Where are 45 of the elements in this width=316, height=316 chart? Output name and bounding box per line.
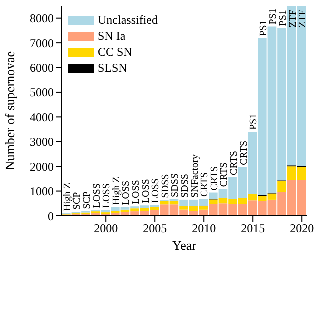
legend-label: SN Ia (98, 28, 126, 44)
annotation: SDSS (160, 174, 172, 198)
annotation: CRTS (229, 151, 240, 176)
annotation: LOSS (140, 179, 152, 204)
annotation: PS1 (268, 8, 280, 25)
legend-label: SLSN (98, 60, 128, 76)
annotation: CRTS (200, 172, 211, 197)
annotation: PS1 (278, 10, 289, 26)
x-tick-label: 2020 (290, 222, 314, 236)
y-tick-label: 4000 (30, 110, 54, 124)
y-tick-label: 5000 (30, 86, 54, 100)
annotation: CRTS (209, 166, 220, 191)
y-tick-label: 6000 (30, 61, 54, 76)
x-tick-label: 2010 (192, 222, 216, 236)
annotation: LOSS (102, 184, 113, 208)
annotation: ZTF (298, 10, 309, 28)
legend-label: CC SN (98, 44, 132, 60)
annotation: High Z (111, 176, 122, 206)
y-tick-label: 0 (48, 209, 54, 224)
annotation: High Z (62, 182, 74, 212)
annotation: LOSS (131, 180, 142, 205)
annotation: CRTS (238, 140, 250, 166)
x-tick-label: 2015 (241, 222, 266, 236)
x-tick-label: 2000 (94, 222, 118, 236)
annotation: PS1 (248, 114, 260, 130)
annotation: LOSS (150, 178, 162, 204)
annotation: ZTF (288, 10, 299, 28)
y-tick-label: 8000 (30, 12, 54, 26)
y-tick-label: 3000 (30, 135, 54, 150)
annotation: SDSS (180, 174, 191, 198)
x-tick-label: 2005 (143, 222, 168, 236)
annotation: SNFactory (190, 154, 201, 198)
annotation: CRTS (219, 162, 230, 188)
x-axis-title: Year (172, 238, 198, 253)
annotation: LOSS (121, 180, 132, 206)
annotation: LOSS (92, 184, 103, 208)
annotation: SDSS (170, 174, 182, 198)
y-tick-label: 1000 (30, 184, 54, 199)
y-tick-label: 7000 (30, 36, 54, 50)
legend-label: Unclassified (98, 12, 158, 28)
y-tick-label: 2000 (30, 160, 54, 174)
y-axis-title: Number of supernovae (2, 51, 18, 171)
annotation: PS1 (258, 20, 270, 36)
annotation: SCP (72, 192, 84, 210)
annotation: SCP (82, 191, 93, 210)
